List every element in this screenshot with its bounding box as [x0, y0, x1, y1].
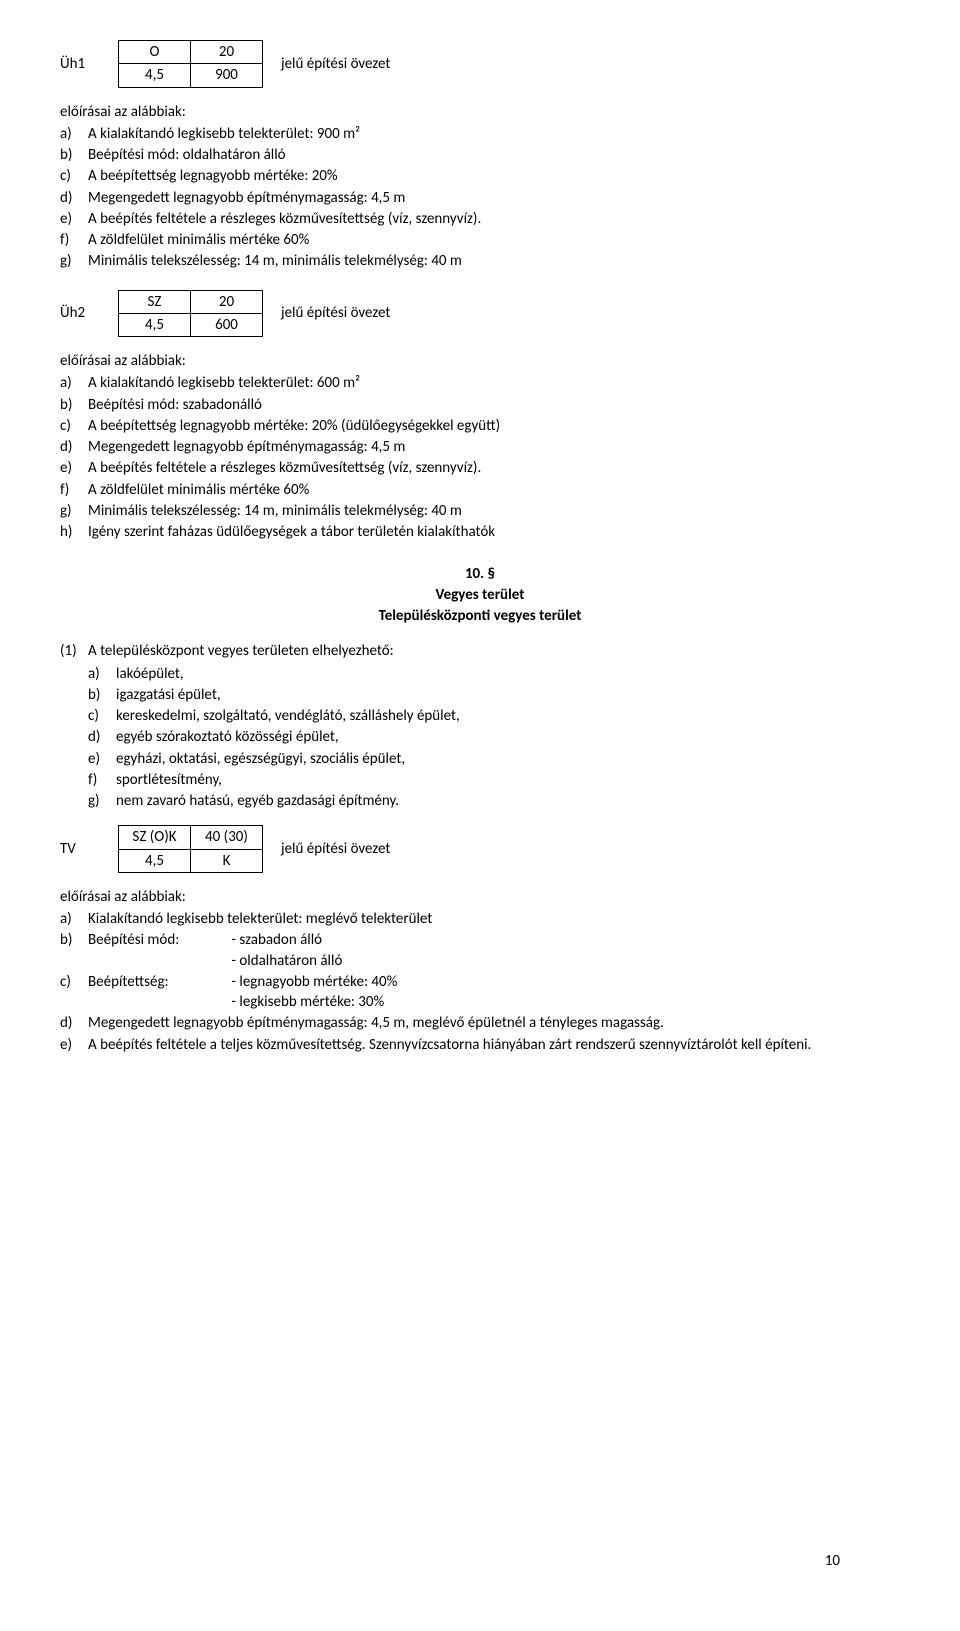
zone-uh1-header: Üh1 O 20 4,5 900 jelű építési övezet — [60, 40, 900, 88]
table-cell: K — [191, 849, 263, 872]
list-item: igazgatási épület, — [88, 685, 900, 705]
list-item: A zöldfelület minimális mértéke 60% — [60, 230, 900, 250]
table-cell: SZ (O)K — [119, 826, 191, 849]
zone-note: jelű építési övezet — [281, 54, 390, 74]
section-10-lead: A településközpont vegyes területen elhe… — [88, 642, 394, 660]
table-cell: O — [119, 41, 191, 64]
zone-uh1-intro: előírásai az alábbiak: — [60, 102, 900, 122]
list-item: Beépítési mód: - szabadon álló - oldalha… — [60, 930, 900, 971]
list-item: kereskedelmi, szolgáltató, vendéglátó, s… — [88, 706, 900, 726]
section-number: 10. § — [60, 564, 900, 585]
list-item: lakóépület, — [88, 664, 900, 684]
label: Beépítettség: — [88, 972, 228, 992]
label-empty — [88, 992, 228, 1012]
table-cell: SZ — [119, 290, 191, 313]
list-item: Kialakítandó legkisebb telekterület: meg… — [60, 909, 900, 929]
table-cell: 4,5 — [119, 849, 191, 872]
zone-note: jelű építési övezet — [281, 839, 390, 859]
table-cell: 4,5 — [119, 64, 191, 87]
value: - oldalhatáron álló — [231, 951, 342, 971]
value: - legnagyobb mértéke: 40% — [231, 972, 397, 992]
table-cell: 40 (30) — [191, 826, 263, 849]
list-item: Igény szerint faházas üdülőegységek a tá… — [60, 522, 900, 542]
list-item: A beépítettség legnagyobb mértéke: 20% — [60, 166, 900, 186]
section-subtitle: Településközponti vegyes terület — [60, 606, 900, 627]
label-empty — [88, 951, 228, 971]
list-item: Minimális telekszélesség: 14 m, minimáli… — [60, 251, 900, 271]
zone-tv-table: SZ (O)K 40 (30) 4,5 K — [118, 825, 263, 873]
zone-uh2-header: Üh2 SZ 20 4,5 600 jelű építési övezet — [60, 290, 900, 338]
section-10-heading: 10. § Vegyes terület Településközponti v… — [60, 564, 900, 627]
list-item: Beépítési mód: oldalhatáron álló — [60, 145, 900, 165]
table-cell: 20 — [191, 41, 263, 64]
list-item: A beépítés feltétele a részleges közműve… — [60, 458, 900, 478]
zone-uh2-intro: előírásai az alábbiak: — [60, 351, 900, 371]
value: - legkisebb mértéke: 30% — [231, 992, 384, 1012]
list-item: A kialakítandó legkisebb telekterület: 6… — [60, 373, 900, 393]
list-item: A beépítés feltétele a teljes közművesít… — [60, 1035, 900, 1055]
zone-uh2-table: SZ 20 4,5 600 — [118, 290, 263, 338]
value: - szabadon álló — [231, 930, 322, 950]
list-item: egyéb szórakoztató közösségi épület, — [88, 727, 900, 747]
table-cell: 4,5 — [119, 313, 191, 336]
list-item: Beépítési mód: szabadonálló — [60, 395, 900, 415]
list-item: Megengedett legnagyobb építménymagasság:… — [60, 188, 900, 208]
zone-uh2-list: A kialakítandó legkisebb telekterület: 6… — [60, 373, 900, 542]
list-item: A zöldfelület minimális mértéke 60% — [60, 480, 900, 500]
label: Beépítési mód: — [88, 930, 228, 950]
list-item: A településközpont vegyes területen elhe… — [60, 641, 900, 811]
list-item: A beépítettség legnagyobb mértéke: 20% (… — [60, 416, 900, 436]
list-item: Beépítettség: - legnagyobb mértéke: 40% … — [60, 972, 900, 1013]
section-title: Vegyes terület — [60, 585, 900, 606]
zone-tv-list: Kialakítandó legkisebb telekterület: meg… — [60, 909, 900, 1055]
zone-uh1-table: O 20 4,5 900 — [118, 40, 263, 88]
section-10-sublist: lakóépület, igazgatási épület, kereskede… — [88, 664, 900, 812]
zone-code: TV — [60, 839, 100, 859]
zone-tv-header: TV SZ (O)K 40 (30) 4,5 K jelű építési öv… — [60, 825, 900, 873]
zone-code: Üh1 — [60, 54, 100, 74]
list-item: sportlétesítmény, — [88, 770, 900, 790]
list-item: Minimális telekszélesség: 14 m, minimáli… — [60, 501, 900, 521]
list-item: A kialakítandó legkisebb telekterület: 9… — [60, 124, 900, 144]
table-cell: 600 — [191, 313, 263, 336]
zone-note: jelű építési övezet — [281, 303, 390, 323]
table-cell: 900 — [191, 64, 263, 87]
list-item: Megengedett legnagyobb építménymagasság:… — [60, 1013, 900, 1033]
page-number: 10 — [825, 1551, 840, 1571]
list-item: nem zavaró hatású, egyéb gazdasági építm… — [88, 791, 900, 811]
table-cell: 20 — [191, 290, 263, 313]
list-item: A beépítés feltétele a részleges közműve… — [60, 209, 900, 229]
zone-code: Üh2 — [60, 303, 100, 323]
section-10-numbered: A településközpont vegyes területen elhe… — [60, 641, 900, 811]
zone-tv-intro: előírásai az alábbiak: — [60, 887, 900, 907]
list-item: Megengedett legnagyobb építménymagasság:… — [60, 437, 900, 457]
list-item: egyházi, oktatási, egészségügyi, szociál… — [88, 749, 900, 769]
zone-uh1-list: A kialakítandó legkisebb telekterület: 9… — [60, 124, 900, 272]
